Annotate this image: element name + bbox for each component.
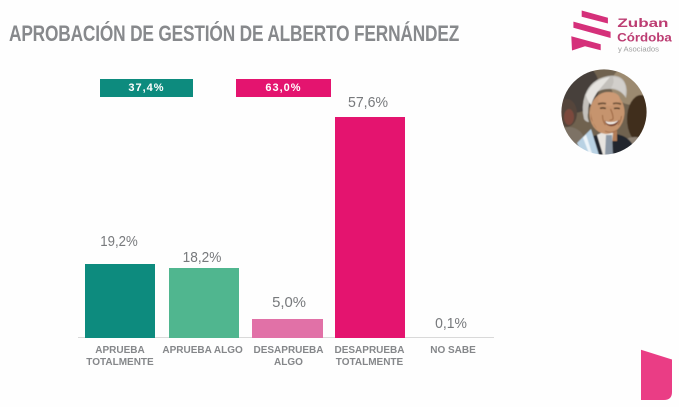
svg-text:Zuban: Zuban xyxy=(617,17,668,30)
svg-text:y Asociados: y Asociados xyxy=(618,45,659,54)
svg-text:Córdoba: Córdoba xyxy=(617,31,673,44)
